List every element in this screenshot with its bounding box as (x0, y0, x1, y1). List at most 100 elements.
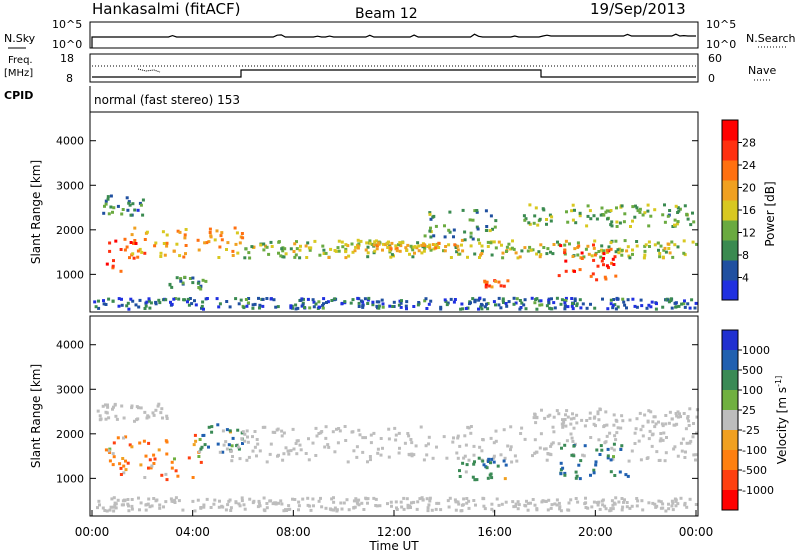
velocity-cell (230, 449, 233, 453)
velocity-cell (231, 455, 234, 458)
power-cell (656, 241, 660, 245)
velocity-cell (624, 473, 628, 477)
power-cell (553, 306, 557, 310)
velocity-cell (399, 500, 403, 504)
power-cell (188, 297, 192, 300)
velocity-cell (540, 408, 543, 412)
velocity-cell (256, 505, 260, 509)
power-cell (564, 296, 568, 300)
power-cell (510, 246, 514, 250)
velocity-cell (295, 452, 299, 456)
power-cell (406, 243, 410, 247)
power-cell (127, 307, 131, 311)
velocity-cell (157, 402, 161, 406)
power-cell (133, 239, 137, 242)
velocity-cell (127, 509, 131, 513)
velocity-cell (533, 451, 537, 455)
power-cell (649, 305, 653, 309)
velocity-cell (151, 411, 155, 415)
velocity-cell (331, 430, 335, 434)
velocity-cell (409, 438, 413, 441)
velocity-cell (435, 445, 438, 449)
velocity-cell (240, 496, 244, 500)
velocity-cell (620, 444, 624, 448)
velocity-cell (280, 434, 284, 438)
power-cell (247, 301, 250, 305)
power-cell (253, 302, 257, 306)
power-cell (539, 253, 543, 257)
power-cell (429, 299, 433, 303)
velocity-cell (511, 500, 515, 504)
velocity-cell (462, 497, 466, 501)
velocity-cell (317, 432, 321, 435)
power-cell (371, 303, 375, 307)
power-cell (550, 297, 553, 301)
velocity-cell (559, 461, 563, 465)
velocity-cell (253, 430, 257, 433)
velocity-cell (282, 509, 286, 513)
power-cell (675, 305, 678, 309)
power-cell (188, 277, 192, 280)
velocity-cell (653, 425, 657, 429)
power-cell (158, 301, 162, 305)
power-cell (623, 239, 627, 243)
nsearch-label: N.Search (746, 32, 796, 45)
power-panel-frame (89, 111, 699, 313)
velocity-cell (525, 499, 528, 503)
power-cell (170, 302, 174, 306)
power-cell (497, 240, 501, 244)
power-cell (504, 302, 508, 305)
velocity-cell (133, 419, 136, 423)
velocity-cell (108, 459, 112, 463)
velocity-cell (251, 501, 255, 505)
velocity-cell (688, 441, 692, 445)
power-cell (609, 302, 613, 306)
power-cell (448, 230, 452, 234)
velocity-cell (683, 456, 687, 459)
power-cell (515, 297, 519, 301)
velocity-cell (593, 415, 597, 419)
power-cell (469, 244, 473, 248)
velocity-cell (526, 508, 530, 512)
velocity-cell (207, 425, 211, 429)
velocity-cell (157, 448, 161, 452)
velocity-cell (152, 453, 156, 457)
velocity-cell (661, 506, 665, 510)
velocity-cell (231, 436, 235, 440)
power-cell (431, 215, 435, 219)
power-cell (573, 208, 576, 212)
velocity-cell (583, 444, 587, 448)
power-cell (102, 299, 105, 303)
velocity-cell (635, 504, 639, 508)
power-cell (602, 249, 606, 253)
velocity-cell (225, 428, 229, 432)
power-cell (187, 303, 191, 307)
velocity-cell (308, 504, 312, 508)
velocity-cell (612, 448, 616, 452)
power-cell (552, 301, 556, 305)
power-cell (483, 279, 487, 283)
power-cell (143, 238, 147, 241)
power-cell (643, 253, 647, 257)
velocity-cell (217, 505, 221, 509)
velocity-cell (110, 497, 114, 501)
velocity-cell (251, 449, 255, 453)
power-cell (262, 248, 266, 252)
velocity-cell (108, 508, 112, 512)
velocity-cell (130, 498, 134, 501)
velocity-cell (492, 460, 496, 464)
velocity-cell (494, 439, 498, 443)
velocity-colorbar-tick: -500 (742, 464, 767, 477)
velocity-cell (173, 457, 176, 461)
power-cell (592, 258, 596, 262)
velocity-cell (98, 418, 102, 422)
velocity-cell (243, 507, 247, 511)
velocity-cell (655, 450, 659, 454)
power-cell (597, 250, 601, 253)
velocity-cell (563, 471, 567, 475)
velocity-cell (643, 413, 647, 417)
velocity-cell (564, 413, 567, 417)
velocity-cell (609, 458, 613, 462)
freq-label: Freq. (8, 55, 33, 66)
power-cell (535, 297, 539, 301)
